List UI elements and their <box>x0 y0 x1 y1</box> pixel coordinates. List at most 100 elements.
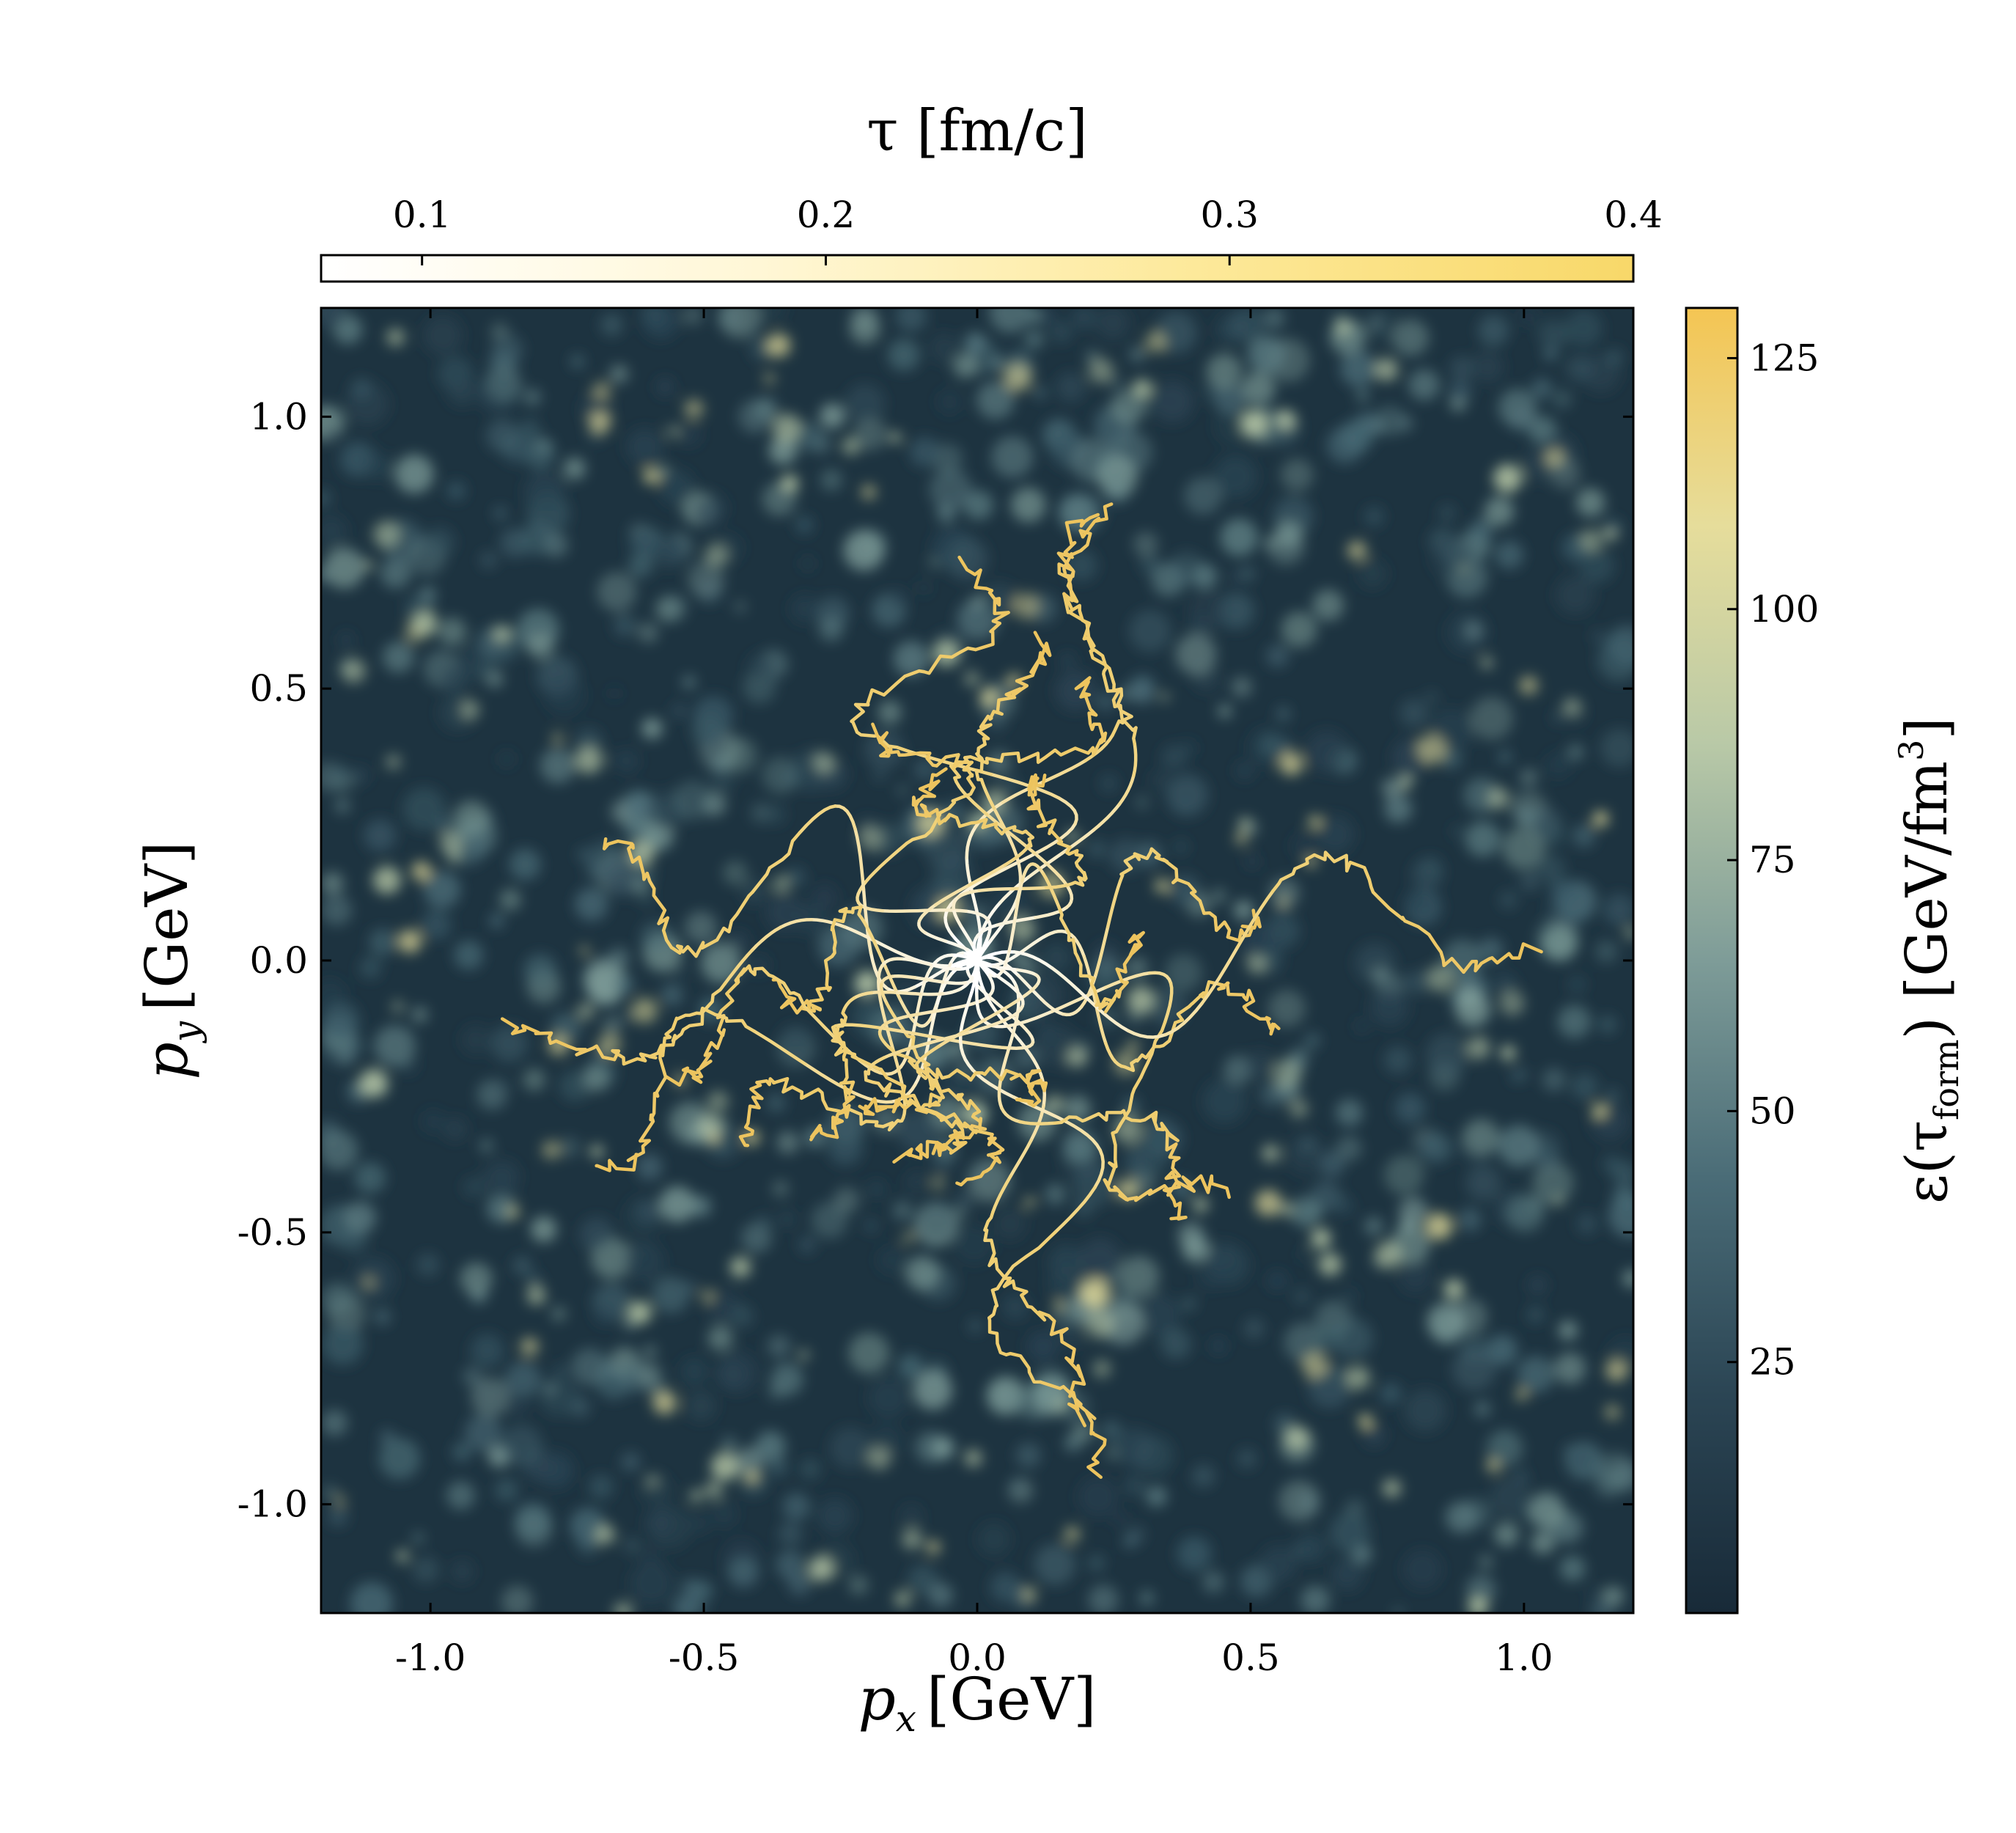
trajectory <box>975 851 1543 1039</box>
field-blob <box>1124 1535 1136 1548</box>
field-blob <box>501 1425 542 1466</box>
field-blob <box>1392 319 1430 356</box>
trajectory-segment <box>1132 742 1138 778</box>
trajectory-segment <box>856 901 885 913</box>
field-blob <box>608 947 630 969</box>
field-blob <box>1074 1199 1093 1218</box>
trajectory-segment <box>738 1121 754 1147</box>
trajectory-segment <box>1004 1351 1042 1384</box>
field-blob <box>953 353 978 378</box>
trajectory-segment <box>1490 942 1543 965</box>
field-blob <box>681 1578 699 1595</box>
trajectory-segment <box>1036 805 1064 844</box>
field-blob <box>619 1007 636 1024</box>
field-hotspot <box>520 1337 539 1356</box>
x-axis-ticks: -1.0 -0.5 0.0 0.5 1.0 <box>395 308 1553 1679</box>
field-blob <box>1369 988 1409 1027</box>
field-blob <box>1392 1606 1405 1613</box>
trajectory-segment <box>923 1062 938 1091</box>
field-blob <box>322 1323 364 1365</box>
trajectory-segment <box>1026 852 1064 879</box>
trajectory-segment <box>975 958 979 996</box>
field-blob <box>331 765 348 782</box>
field-blob <box>421 909 452 940</box>
trajectory-segment <box>935 753 974 771</box>
field-blob <box>762 757 800 794</box>
field-hotspot <box>964 1449 982 1467</box>
field-blob <box>723 861 748 886</box>
field-hotspot <box>372 866 401 895</box>
trajectory-segment <box>1000 1106 1022 1124</box>
field-blob <box>551 1306 567 1322</box>
field-blob <box>1237 1449 1257 1469</box>
field-blob <box>659 1186 696 1222</box>
field-blob <box>499 889 521 911</box>
field-blob <box>721 1436 737 1452</box>
field-blob <box>1093 941 1119 967</box>
trajectory-segment <box>1092 722 1108 746</box>
field-blob <box>421 1109 445 1134</box>
field-blob <box>621 1452 641 1472</box>
field-blob <box>892 1200 913 1221</box>
field-blob <box>1549 878 1575 904</box>
field-blob <box>321 1409 347 1436</box>
trajectory-segment <box>1020 1293 1056 1323</box>
field-hotspot <box>552 732 563 743</box>
trajectory-segment <box>1163 1175 1196 1197</box>
field-blob <box>509 848 541 881</box>
trajectory-segment <box>923 930 948 944</box>
trajectory-segment <box>991 1175 1012 1214</box>
trajectory-segment <box>1200 946 1240 1006</box>
trajectory-segment <box>755 1077 776 1087</box>
field-blob <box>1527 1306 1545 1323</box>
field-blob <box>1175 633 1217 675</box>
field-blob <box>1364 1425 1386 1447</box>
field-blob <box>929 468 972 511</box>
field-blob <box>402 787 446 831</box>
trajectory-segment <box>1427 933 1465 974</box>
trajectory-segment <box>987 1316 1008 1356</box>
trajectory-segment <box>994 957 1020 977</box>
field-blob <box>828 1130 863 1166</box>
field-blob <box>829 1427 872 1469</box>
trajectory-segment <box>1027 1079 1048 1096</box>
trajectory-segment <box>985 1150 1002 1173</box>
trajectory-segment <box>853 827 866 892</box>
field-blob <box>1486 1334 1518 1366</box>
tau-colorbar-ticks: 0.1 0.2 0.3 0.4 <box>393 194 1663 265</box>
field-blob <box>1108 838 1143 873</box>
trajectory-segment <box>1092 802 1122 831</box>
trajectory <box>975 847 1262 1017</box>
field-blob <box>680 1357 709 1386</box>
field-blob <box>1606 625 1633 666</box>
trajectory-segment <box>983 1066 1022 1081</box>
trajectory-segment <box>1053 1186 1097 1235</box>
trajectory-segment <box>986 918 992 940</box>
field-blob <box>820 469 843 491</box>
field-hotspot <box>1276 410 1295 430</box>
trajectory-segment <box>1102 666 1121 708</box>
field-hotspot <box>926 1540 941 1554</box>
x-tick-label: 0.5 <box>1221 1637 1280 1679</box>
field-blob <box>460 1024 491 1055</box>
field-hotspot <box>1013 592 1040 620</box>
trajectory-segment <box>1064 513 1100 546</box>
trajectory-segment <box>1073 951 1096 985</box>
field-blob <box>1541 925 1578 961</box>
field-blob <box>843 529 885 571</box>
trajectory-segment <box>1103 971 1152 990</box>
field-blob <box>1224 1055 1253 1084</box>
field-blob <box>1463 1118 1500 1156</box>
field-blob <box>873 768 886 782</box>
field-hotspot <box>526 1286 546 1305</box>
field-blob <box>1298 1136 1317 1154</box>
trajectory-segment <box>1088 999 1130 1033</box>
field-blob <box>968 1158 1011 1202</box>
trajectory-segment <box>1004 679 1029 699</box>
field-blob <box>818 617 844 642</box>
trajectory-segment <box>714 1013 756 1033</box>
field-blob <box>424 526 455 558</box>
field-blob <box>1528 1492 1565 1529</box>
field-blob <box>1425 691 1438 704</box>
field-hotspot <box>592 381 611 400</box>
